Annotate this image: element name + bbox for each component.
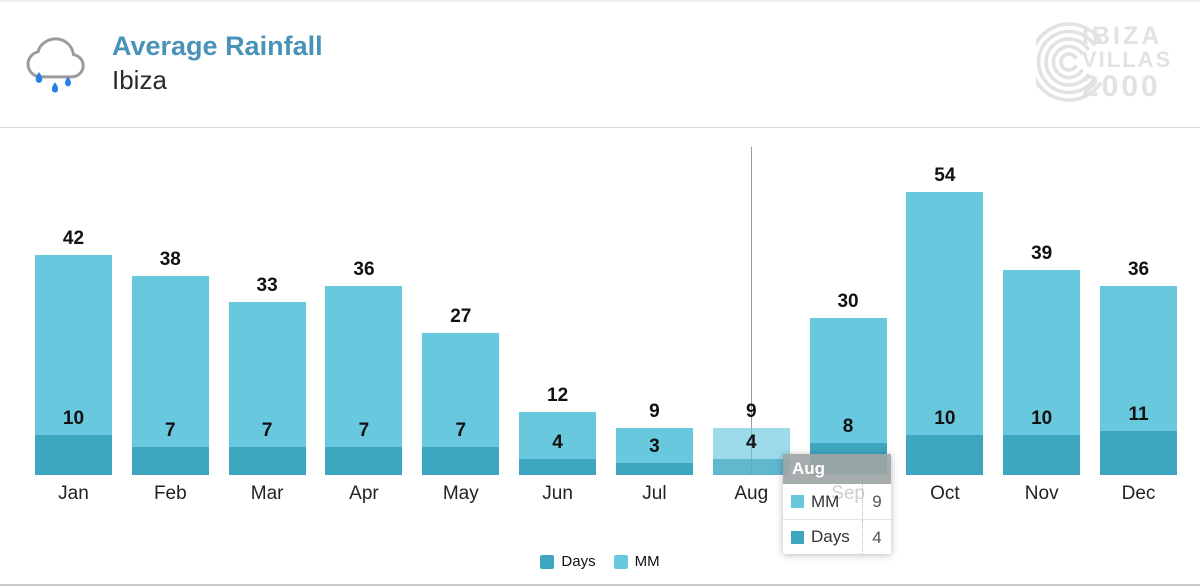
x-axis-label-dec: Dec <box>1121 483 1156 504</box>
bar-mm-mar[interactable] <box>228 301 306 475</box>
legend-item-mm[interactable]: MM <box>613 553 660 570</box>
x-axis-label-aug: Aug <box>734 483 769 504</box>
tooltip-row-value: 4 <box>862 520 891 554</box>
logo-line-ibiza: IBIZA <box>1082 22 1163 50</box>
bar-days-apr[interactable] <box>325 447 403 475</box>
ibiza-villas-2000-logo: IBIZA VILLAS 2000 <box>1036 18 1186 114</box>
mm-color-swatch <box>613 554 628 569</box>
days-color-swatch <box>540 554 555 569</box>
chart-title: Average Rainfall <box>112 31 323 61</box>
bar-days-dec[interactable] <box>1100 431 1178 475</box>
tooltip-title: Aug <box>783 454 891 484</box>
days-value-label: 8 <box>842 416 854 437</box>
tooltip-row-label: Days <box>811 527 850 546</box>
legend-label: MM <box>634 553 660 570</box>
days-value-label: 7 <box>261 420 273 441</box>
tooltip-row-label: MM <box>811 491 840 511</box>
bar-mm-feb[interactable] <box>131 275 209 475</box>
legend-label: Days <box>561 553 596 570</box>
days-value-label: 7 <box>358 420 370 441</box>
mm-value-label: 30 <box>837 290 859 312</box>
days-value-label: 10 <box>1031 408 1053 429</box>
x-axis-label-jun: Jun <box>542 483 573 504</box>
days-color-swatch <box>791 530 804 544</box>
tooltip: Aug MM 9 Days 4 <box>783 454 891 554</box>
mm-value-label: 12 <box>547 385 569 406</box>
x-axis-label-apr: Apr <box>349 483 379 504</box>
days-value-label: 7 <box>455 420 467 441</box>
x-axis-label-may: May <box>442 483 479 504</box>
x-axis-label-jan: Jan <box>58 483 89 504</box>
days-value-label: 10 <box>934 408 956 429</box>
mm-value-label: 36 <box>1127 259 1150 280</box>
days-value-label: 3 <box>649 436 660 457</box>
mm-value-label: 9 <box>745 400 757 422</box>
logo-line-villas: VILLAS <box>1082 47 1173 72</box>
bar-days-aug[interactable] <box>712 459 790 475</box>
hover-line <box>751 147 752 475</box>
days-value-label: 10 <box>62 408 85 429</box>
x-axis-label-mar: Mar <box>250 483 284 504</box>
bar-days-feb[interactable] <box>131 447 209 475</box>
days-value-label: 4 <box>552 432 563 453</box>
days-value-label: 11 <box>1128 404 1149 425</box>
bar-days-jul[interactable] <box>615 463 693 475</box>
bar-days-jan[interactable] <box>35 435 112 475</box>
bar-days-oct[interactable] <box>906 435 984 475</box>
widget-header: Average Rainfall Ibiza IBIZA VILLAS 2000 <box>0 2 1200 128</box>
x-axis-label-oct: Oct <box>930 483 960 504</box>
mm-value-label: 9 <box>649 400 660 422</box>
logo-line-2000: 2000 <box>1082 70 1161 103</box>
mm-value-label: 54 <box>934 164 956 186</box>
x-axis-label-feb: Feb <box>153 483 187 504</box>
bar-mm-oct[interactable] <box>906 191 984 475</box>
legend-item-days[interactable]: Days <box>540 553 596 570</box>
mm-value-label: 38 <box>159 248 181 270</box>
logo-text: IBIZA VILLAS 2000 <box>1082 22 1173 103</box>
logo-arcs-icon <box>1036 22 1102 102</box>
x-axis-label-nov: Nov <box>1024 483 1059 504</box>
bar-mm-apr[interactable] <box>325 286 403 475</box>
tooltip-row-mm: MM 9 <box>783 484 891 519</box>
tooltip-row-value: 9 <box>862 484 891 519</box>
mm-color-swatch <box>791 495 804 508</box>
mm-value-label: 33 <box>256 274 278 296</box>
days-value-label: 7 <box>165 420 176 441</box>
mm-value-label: 27 <box>450 306 472 328</box>
mm-value-label: 42 <box>62 227 85 249</box>
chart-legend: Days MM <box>0 553 1200 570</box>
tooltip-row-days: Days 4 <box>783 519 891 554</box>
raindrops-icon <box>35 72 71 93</box>
bar-days-nov[interactable] <box>1003 435 1081 475</box>
days-value-label: 4 <box>745 432 757 453</box>
bar-days-mar[interactable] <box>228 447 306 475</box>
chart-subtitle: Ibiza <box>112 65 167 95</box>
rain-cloud-icon <box>26 37 85 93</box>
mm-value-label: 39 <box>1031 243 1053 265</box>
bar-days-may[interactable] <box>422 447 500 475</box>
x-axis-label-jul: Jul <box>642 483 667 504</box>
mm-value-label: 36 <box>353 259 375 280</box>
bar-days-jun[interactable] <box>519 459 597 475</box>
